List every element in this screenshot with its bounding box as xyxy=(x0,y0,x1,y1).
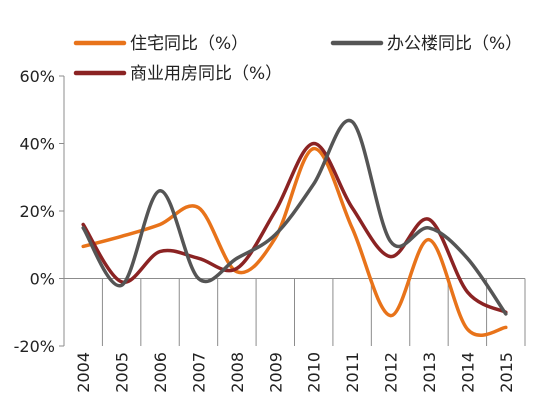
series-line-1 xyxy=(81,146,508,337)
x-tick-label: 2007 xyxy=(189,352,208,393)
x-tick-label: 2010 xyxy=(305,352,324,393)
x-tick-label: 2015 xyxy=(497,352,516,393)
x-tick-label: 2012 xyxy=(382,352,401,393)
legend-label-1: 住宅同比（%） xyxy=(130,34,248,54)
series-lines xyxy=(81,118,508,337)
series-line-3 xyxy=(81,141,508,315)
x-tick-label: 2005 xyxy=(113,352,132,393)
y-tick-label: 20% xyxy=(19,202,55,221)
legend: 住宅同比（%） 办公楼同比（%） 商业用房同比（%） xyxy=(73,34,522,84)
axes: -20% 0% 20% 40% 60% 2004 2005 2006 2007 2008 2009 2… xyxy=(14,67,526,393)
legend-label-3: 商业用房同比（%） xyxy=(130,64,282,84)
x-tick-label: 2009 xyxy=(266,352,285,393)
legend-label-2: 办公楼同比（%） xyxy=(387,34,522,54)
x-tick-label: 2006 xyxy=(151,352,170,393)
x-tick-label: 2008 xyxy=(228,352,247,393)
x-tick-label: 2004 xyxy=(74,352,93,393)
y-tick-label: 0% xyxy=(30,270,55,289)
y-tick-label: 60% xyxy=(19,67,55,86)
series-line-2 xyxy=(81,118,508,316)
y-tick-label: 40% xyxy=(19,135,55,154)
y-tick-label: -20% xyxy=(14,337,55,356)
x-tick-label: 2014 xyxy=(458,352,477,393)
x-tick-label: 2013 xyxy=(420,352,439,393)
x-tick-label: 2011 xyxy=(343,352,362,393)
